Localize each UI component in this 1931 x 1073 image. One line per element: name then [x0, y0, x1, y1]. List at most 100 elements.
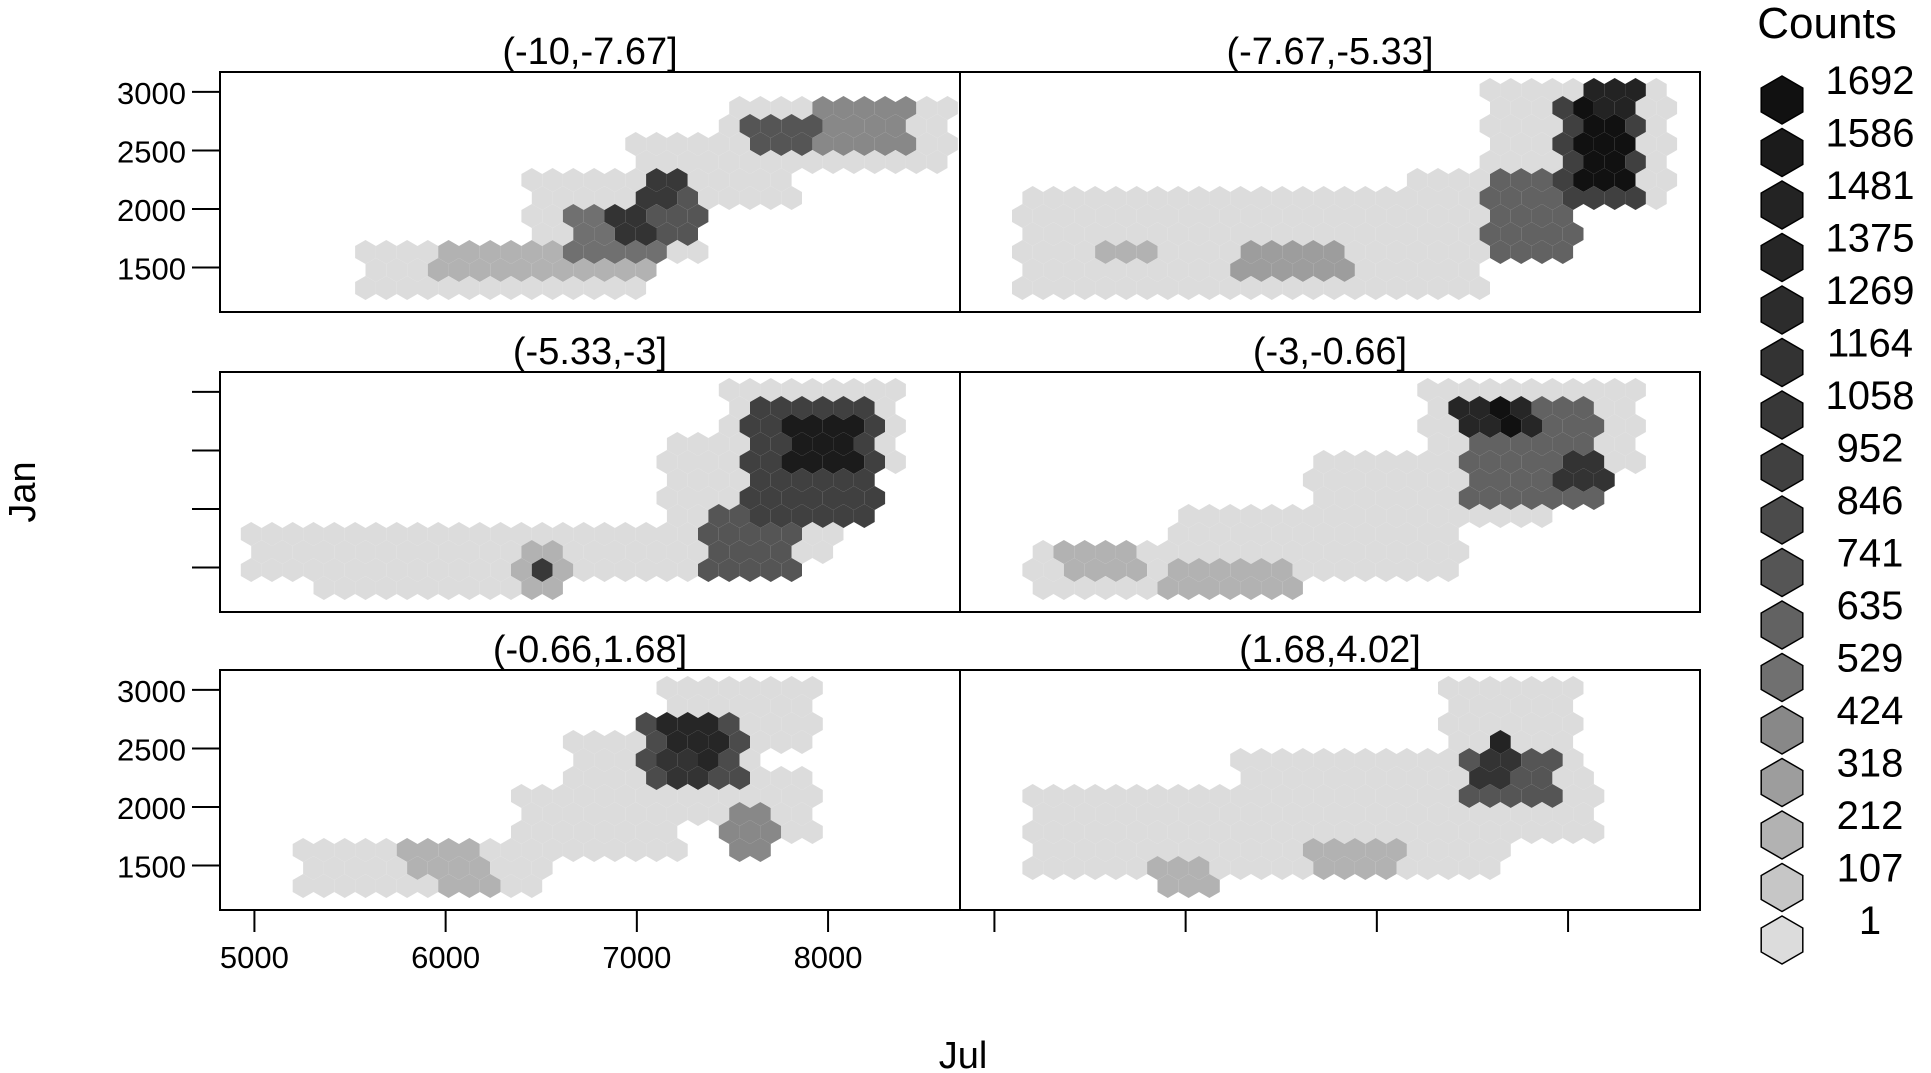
hex-cell	[1479, 114, 1501, 138]
hex-cell	[604, 168, 626, 192]
hex-cell	[885, 450, 906, 474]
hex-cell	[614, 222, 636, 246]
hex-cell	[1386, 766, 1407, 790]
hex-cell	[552, 558, 574, 582]
hex-cell	[791, 540, 813, 564]
hex-cell	[1063, 258, 1085, 282]
hex-cell	[573, 258, 595, 282]
hex-cell	[1490, 468, 1511, 492]
hex-cell	[833, 396, 854, 420]
hex-cell	[895, 96, 917, 120]
hex-cell	[1188, 522, 1210, 546]
hex-cell	[1282, 802, 1303, 826]
hex-cell	[760, 558, 782, 582]
hex-cell	[1583, 78, 1605, 102]
hex-cell	[1510, 168, 1532, 192]
hex-cell	[511, 784, 532, 808]
hex-cell	[1302, 838, 1324, 862]
hex-cell	[583, 540, 605, 564]
hex-cell	[1562, 378, 1584, 402]
hex-cell	[677, 222, 698, 246]
y-tick-label: 2500	[117, 134, 186, 169]
hex-cell	[1542, 676, 1563, 700]
hex-cell	[1406, 540, 1428, 564]
hex-cell	[1240, 204, 1262, 228]
hex-cell	[864, 450, 886, 474]
hex-cell	[677, 186, 698, 210]
hex-cell	[1167, 784, 1189, 808]
hex-cell	[417, 576, 439, 600]
hex-cell	[438, 240, 459, 264]
hex-cell	[1095, 540, 1116, 564]
hex-cell	[833, 432, 854, 456]
hex-cell	[334, 540, 356, 564]
hex-cell	[479, 540, 501, 564]
hex-cell	[1490, 766, 1511, 790]
hex-cell	[802, 820, 823, 844]
hex-cell	[635, 558, 657, 582]
hex-cell	[1573, 766, 1594, 790]
hex-cell	[1199, 874, 1220, 898]
hex-cell	[708, 694, 730, 718]
hex-cell	[1105, 186, 1127, 210]
hex-cell	[583, 276, 605, 300]
hex-cell	[739, 378, 761, 402]
hex-cell	[303, 522, 324, 546]
hex-cell	[1302, 540, 1324, 564]
hex-cell	[1115, 204, 1137, 228]
hex-cell	[708, 766, 730, 790]
hex-cell	[614, 258, 636, 282]
hex-cell	[864, 150, 886, 174]
hex-cell	[1292, 522, 1314, 546]
hex-cell	[1375, 186, 1397, 210]
hex-cell	[417, 276, 439, 300]
hex-cell	[1438, 378, 1459, 402]
hex-cell	[1095, 802, 1116, 826]
hex-cell	[1147, 820, 1168, 844]
hex-cell	[781, 820, 802, 844]
hex-cell	[479, 240, 501, 264]
hex-cell	[292, 874, 314, 898]
hex-cell	[1417, 820, 1438, 844]
hex-cell	[1542, 378, 1563, 402]
hex-cell	[1542, 414, 1563, 438]
hex-cell	[1043, 222, 1064, 246]
hex-cell	[1323, 204, 1345, 228]
hex-cell	[1261, 766, 1283, 790]
hex-cell	[1583, 114, 1605, 138]
hex-cell	[407, 258, 428, 282]
hex-cell	[1531, 504, 1553, 528]
hex-cell	[1095, 838, 1116, 862]
hex-cell	[1354, 258, 1376, 282]
legend-label: 107	[1837, 847, 1904, 891]
hex-cell	[1604, 378, 1626, 402]
hex-cell	[1521, 378, 1542, 402]
hex-cell	[1354, 186, 1376, 210]
hex-cell	[573, 558, 595, 582]
hex-cell	[687, 432, 709, 456]
hex-cell	[1479, 186, 1501, 210]
legend-label: 1375	[1826, 217, 1915, 261]
hex-cell	[1500, 712, 1522, 736]
hex-cell	[677, 486, 698, 510]
hex-cell	[396, 874, 418, 898]
hex-cell	[791, 730, 813, 754]
hex-cell	[843, 378, 865, 402]
hex-cell	[1573, 132, 1594, 156]
hex-cell	[1240, 766, 1262, 790]
hex-cell	[1542, 748, 1563, 772]
hex-cell	[729, 802, 750, 826]
hex-cell	[1209, 186, 1231, 210]
panel-strip-label: (-3,-0.66]	[1253, 331, 1407, 373]
panel: (1.68,4.02]	[959, 629, 1701, 911]
hex-cell	[1438, 486, 1459, 510]
hex-cell	[791, 802, 813, 826]
hex-cell	[1199, 838, 1220, 862]
hex-cell	[490, 856, 511, 880]
hex-cell	[479, 576, 501, 600]
hex-cell	[853, 132, 875, 156]
hex-cell	[521, 874, 543, 898]
hex-cell	[1469, 432, 1490, 456]
hex-cell	[1417, 222, 1438, 246]
hex-cell	[1313, 258, 1335, 282]
